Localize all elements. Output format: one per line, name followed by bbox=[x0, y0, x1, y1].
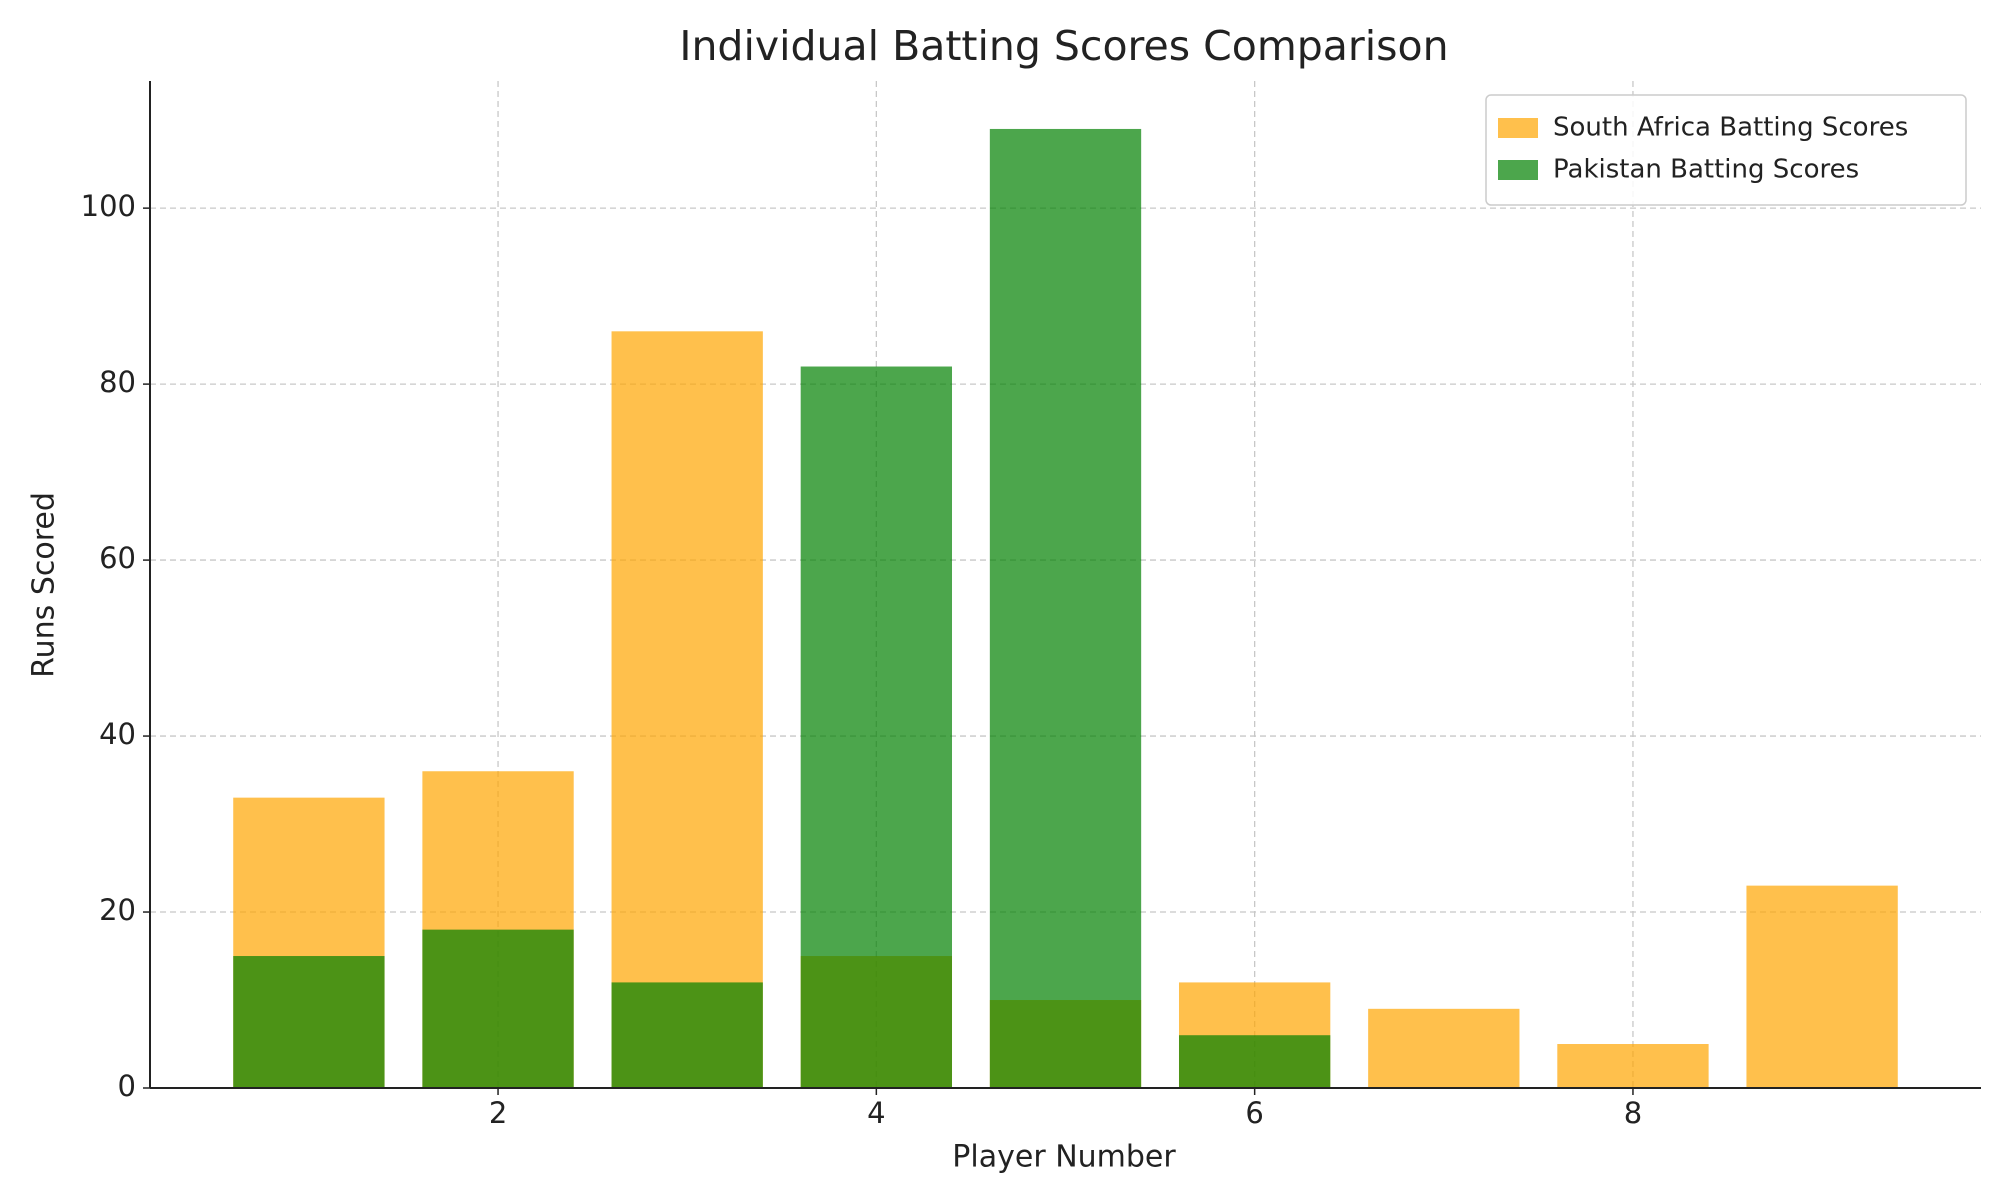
legend-box bbox=[1485, 94, 1967, 206]
y-tick-label: 20 bbox=[99, 893, 136, 927]
chart-title: Individual Batting Scores Comparison bbox=[679, 22, 1448, 70]
bar bbox=[233, 956, 385, 1088]
y-tick-label: 100 bbox=[81, 189, 136, 223]
y-axis-label: Runs Scored bbox=[27, 492, 62, 678]
legend-label: South Africa Batting Scores bbox=[1553, 113, 1908, 143]
bar bbox=[1746, 885, 1898, 1088]
x-axis-label: Player Number bbox=[952, 1140, 1176, 1175]
legend-label: Pakistan Batting Scores bbox=[1553, 155, 1859, 185]
bar bbox=[422, 929, 574, 1088]
x-tick-label: 8 bbox=[1624, 1096, 1642, 1130]
x-tick-label: 4 bbox=[867, 1096, 885, 1130]
y-tick-label: 40 bbox=[99, 717, 136, 751]
bar bbox=[1368, 1008, 1520, 1088]
y-tick-label: 80 bbox=[99, 365, 136, 399]
legend-swatch bbox=[1498, 160, 1538, 180]
legend: South Africa Batting Scores Pakistan Batt… bbox=[1485, 94, 1967, 206]
bar bbox=[800, 366, 953, 1088]
bar bbox=[611, 982, 763, 1088]
legend-swatch bbox=[1498, 118, 1538, 138]
y-tick-label: 60 bbox=[99, 541, 136, 575]
bar bbox=[611, 331, 763, 1089]
x-tick-label: 6 bbox=[1245, 1096, 1263, 1130]
bar bbox=[1557, 1044, 1709, 1088]
x-tick-label: 2 bbox=[489, 1096, 507, 1130]
bar bbox=[989, 128, 1142, 1088]
bar bbox=[1178, 1035, 1331, 1088]
y-tick-label: 0 bbox=[118, 1069, 136, 1103]
